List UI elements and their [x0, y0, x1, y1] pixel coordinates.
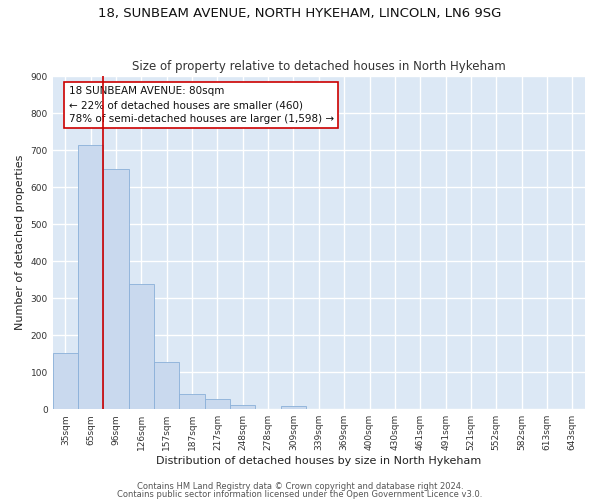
- Bar: [179, 394, 205, 409]
- Title: Size of property relative to detached houses in North Hykeham: Size of property relative to detached ho…: [132, 60, 506, 74]
- Y-axis label: Number of detached properties: Number of detached properties: [15, 155, 25, 330]
- Bar: [230, 405, 256, 409]
- Bar: [154, 362, 179, 409]
- Text: 18, SUNBEAM AVENUE, NORTH HYKEHAM, LINCOLN, LN6 9SG: 18, SUNBEAM AVENUE, NORTH HYKEHAM, LINCO…: [98, 8, 502, 20]
- Text: Contains public sector information licensed under the Open Government Licence v3: Contains public sector information licen…: [118, 490, 482, 499]
- Bar: [129, 284, 154, 409]
- Bar: [281, 406, 306, 409]
- Bar: [205, 399, 230, 409]
- X-axis label: Distribution of detached houses by size in North Hykeham: Distribution of detached houses by size …: [156, 456, 481, 466]
- Bar: [103, 168, 129, 409]
- Bar: [78, 144, 103, 409]
- Text: 18 SUNBEAM AVENUE: 80sqm
← 22% of detached houses are smaller (460)
78% of semi-: 18 SUNBEAM AVENUE: 80sqm ← 22% of detach…: [68, 86, 334, 124]
- Text: Contains HM Land Registry data © Crown copyright and database right 2024.: Contains HM Land Registry data © Crown c…: [137, 482, 463, 491]
- Bar: [53, 353, 78, 409]
